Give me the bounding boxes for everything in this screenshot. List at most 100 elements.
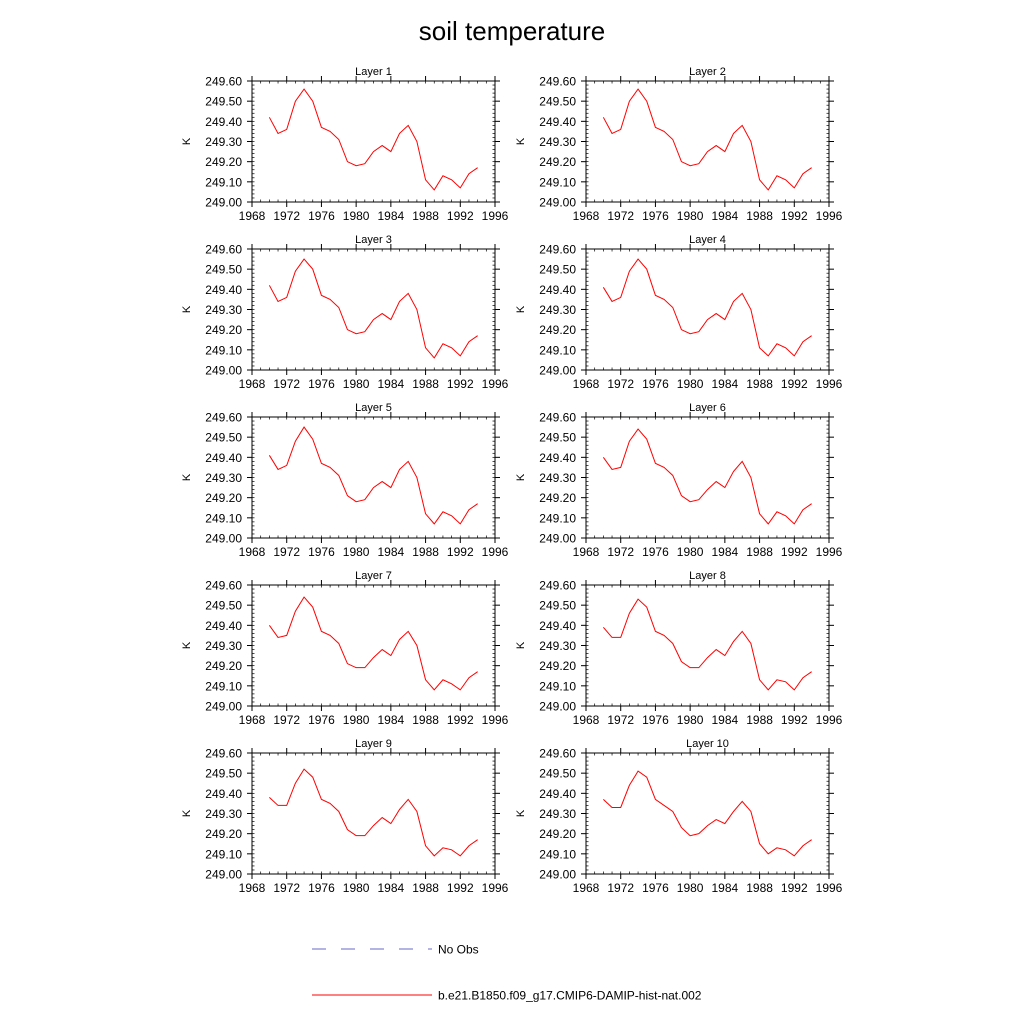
- panel-2-y-tick-label: 249.20: [539, 155, 576, 169]
- panel-8-y-tick-label: 249.30: [539, 639, 576, 653]
- panel-3-y-tick-label: 249.30: [205, 303, 242, 317]
- panel-4-y-tick-label: 249.40: [539, 283, 576, 297]
- panel-2-title: Layer 2: [689, 66, 726, 78]
- panel-3-x-tick-label: 1996: [482, 377, 509, 391]
- panel-10-x-tick-label: 1996: [816, 881, 843, 895]
- panel-9: Layer 9 1968 1972 1976 1980 1984 1988 1992 1996 2…: [181, 738, 509, 895]
- panel-7-y-tick-label: 249.10: [205, 679, 242, 693]
- panel-4-y-tick-label: 249.10: [539, 343, 576, 357]
- panel-8-y-axis-label: K: [515, 641, 527, 649]
- panel-1-y-tick-label: 249.50: [205, 95, 242, 109]
- panel-3-frame: [251, 248, 496, 371]
- panel-10-y-tick-label: 249.10: [539, 847, 576, 861]
- panel-2-y-tick-label: 249.60: [539, 75, 576, 89]
- panel-10-frame: [585, 752, 830, 875]
- panel-6-y-tick-label: 249.10: [539, 511, 576, 525]
- panel-10-x-tick-label: 1968: [573, 881, 600, 895]
- panel-10: Layer 10 1968 1972 1976 1980 1984 1988 1992 1996…: [515, 738, 843, 895]
- panel-7-title: Layer 7: [355, 570, 392, 582]
- panel-10-y-tick-label: 249.60: [539, 747, 576, 761]
- panel-8: Layer 8 1968 1972 1976 1980 1984 1988 1992 1996 2…: [515, 570, 843, 727]
- panel-1-x-tick-label: 1976: [308, 209, 335, 223]
- panel-1-y-tick-label: 249.10: [205, 175, 242, 189]
- panel-2-x-tick-label: 1968: [573, 209, 600, 223]
- panel-10-x-tick-label: 1988: [746, 881, 773, 895]
- panel-3-y-tick-label: 249.00: [205, 364, 242, 378]
- panel-8-x-tick-label: 1996: [816, 713, 843, 727]
- panel-5-y-tick-label: 249.20: [205, 491, 242, 505]
- panel-9-x-tick-label: 1980: [343, 881, 370, 895]
- legend-obs-label: No Obs: [438, 943, 479, 957]
- panel-2-frame: [585, 80, 830, 203]
- panel-7-y-tick-label: 249.00: [205, 700, 242, 714]
- panel-4-x-tick-label: 1996: [816, 377, 843, 391]
- panel-4-x-tick-label: 1984: [712, 377, 739, 391]
- panel-4-y-tick-label: 249.60: [539, 243, 576, 257]
- panel-3-y-tick-label: 249.60: [205, 243, 242, 257]
- panel-1-series-line: [268, 88, 478, 191]
- panel-8-y-tick-label: 249.00: [539, 700, 576, 714]
- panel-1-x-tick-label: 1988: [412, 209, 439, 223]
- panel-9-y-tick-label: 249.00: [205, 868, 242, 882]
- panel-1-y-tick-label: 249.00: [205, 196, 242, 210]
- panel-4-x-tick-label: 1992: [781, 377, 808, 391]
- panel-6-y-axis-label: K: [515, 473, 527, 481]
- panel-3-y-tick-label: 249.50: [205, 263, 242, 277]
- panel-4-x-tick-label: 1976: [642, 377, 669, 391]
- panel-6-x-tick-label: 1984: [712, 545, 739, 559]
- figure-title: soil temperature: [419, 16, 605, 46]
- panel-10-y-tick-label: 249.00: [539, 868, 576, 882]
- panel-5-y-tick-label: 249.50: [205, 431, 242, 445]
- panel-2: Layer 2 1968 1972 1976 1980 1984 1988 1992 1996 2…: [515, 66, 843, 223]
- panel-9-x-tick-label: 1992: [447, 881, 474, 895]
- panel-7-x-tick-label: 1992: [447, 713, 474, 727]
- panel-8-title: Layer 8: [689, 570, 726, 582]
- panel-9-x-tick-label: 1972: [273, 881, 300, 895]
- panel-2-x-tick-label: 1980: [677, 209, 704, 223]
- panel-9-y-tick-label: 249.30: [205, 807, 242, 821]
- panel-5-y-tick-label: 249.10: [205, 511, 242, 525]
- legend: No Obs b.e21.B1850.f09_g17.CMIP6-DAMIP-h…: [312, 943, 702, 1003]
- panel-4-series-line: [602, 258, 812, 357]
- panel-6-frame: [585, 416, 830, 539]
- panel-9-y-axis-label: K: [181, 809, 193, 817]
- panel-8-x-tick-label: 1976: [642, 713, 669, 727]
- panel-3: Layer 3 1968 1972 1976 1980 1984 1988 1992 1996 2…: [181, 234, 509, 391]
- panel-7-frame: [251, 584, 496, 707]
- panel-6-x-tick-label: 1996: [816, 545, 843, 559]
- panel-7-y-axis-label: K: [181, 641, 193, 649]
- panel-6-x-tick-label: 1972: [607, 545, 634, 559]
- panel-3-title: Layer 3: [355, 234, 392, 246]
- panel-4: Layer 4 1968 1972 1976 1980 1984 1988 1992 1996 2…: [515, 234, 843, 391]
- panel-10-title: Layer 10: [686, 738, 729, 750]
- panel-6-x-tick-label: 1992: [781, 545, 808, 559]
- panel-8-x-tick-label: 1972: [607, 713, 634, 727]
- panel-5-y-tick-label: 249.00: [205, 532, 242, 546]
- panel-10-y-tick-label: 249.50: [539, 767, 576, 781]
- panel-1-y-tick-label: 249.30: [205, 135, 242, 149]
- panel-7-x-tick-label: 1980: [343, 713, 370, 727]
- panel-7-x-tick-label: 1976: [308, 713, 335, 727]
- panel-3-x-tick-label: 1968: [239, 377, 266, 391]
- panel-1-x-tick-label: 1980: [343, 209, 370, 223]
- panel-6-y-tick-label: 249.40: [539, 451, 576, 465]
- panel-9-y-tick-label: 249.50: [205, 767, 242, 781]
- panel-3-y-axis-label: K: [181, 305, 193, 313]
- panel-4-title: Layer 4: [689, 234, 726, 246]
- panel-8-y-tick-label: 249.10: [539, 679, 576, 693]
- panel-1-x-tick-label: 1996: [482, 209, 509, 223]
- panel-7-y-tick-label: 249.40: [205, 619, 242, 633]
- panel-1-x-tick-label: 1972: [273, 209, 300, 223]
- panel-3-x-tick-label: 1976: [308, 377, 335, 391]
- panel-6: Layer 6 1968 1972 1976 1980 1984 1988 1992 1996 2…: [515, 402, 843, 559]
- panel-8-y-tick-label: 249.40: [539, 619, 576, 633]
- panel-3-x-tick-label: 1992: [447, 377, 474, 391]
- panel-1-title: Layer 1: [355, 66, 392, 78]
- panel-9-y-tick-label: 249.60: [205, 747, 242, 761]
- panel-4-y-tick-label: 249.50: [539, 263, 576, 277]
- panel-2-y-tick-label: 249.00: [539, 196, 576, 210]
- panel-9-frame: [251, 752, 496, 875]
- panel-9-x-tick-label: 1968: [239, 881, 266, 895]
- panel-5-x-tick-label: 1996: [482, 545, 509, 559]
